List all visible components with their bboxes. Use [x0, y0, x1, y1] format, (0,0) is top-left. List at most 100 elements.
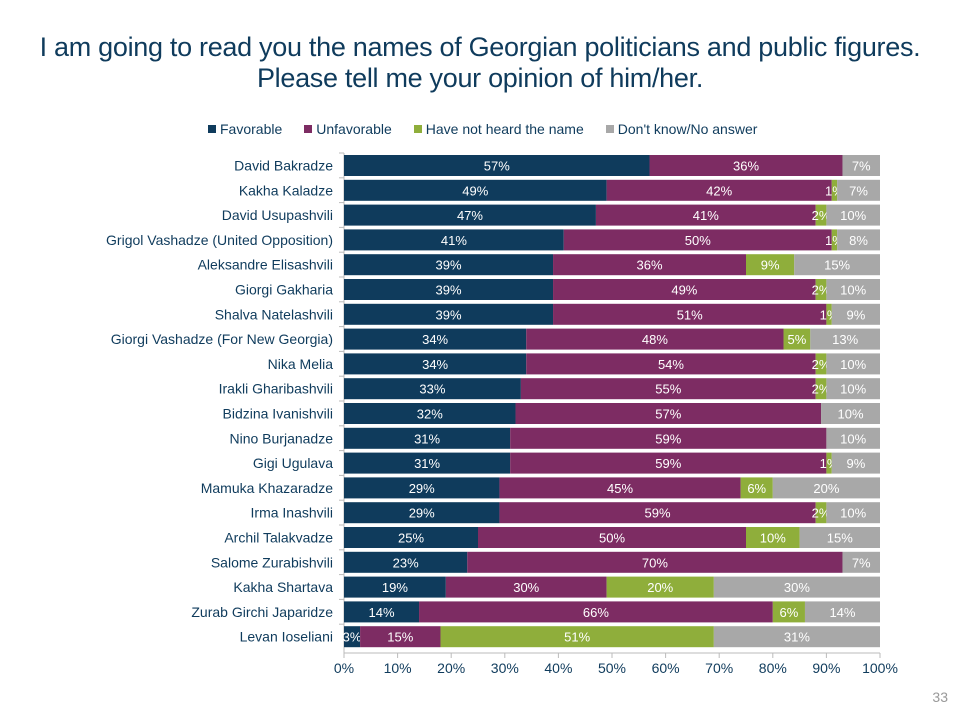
- bar-segment-have-not-heard-the-name: [826, 303, 832, 325]
- legend-label: Favorable: [220, 121, 283, 137]
- legend-label: Unfavorable: [316, 121, 392, 137]
- legend-swatch-unfavorable: [304, 125, 313, 133]
- legend-item-not-heard: Have not heard the name: [413, 121, 584, 137]
- data-label: 39%: [436, 258, 462, 273]
- data-label: 19%: [382, 580, 408, 595]
- bar-segment-favorable: [344, 551, 468, 573]
- bar-segment-have-not-heard-the-name: [826, 452, 832, 474]
- data-label: 15%: [827, 531, 853, 546]
- bar-segment-don-t-know-no-answer: [826, 279, 880, 300]
- bar-segment-favorable: [344, 179, 607, 201]
- bar-segment-don-t-know-no-answer: [772, 477, 880, 499]
- data-label: 9%: [846, 307, 865, 322]
- data-label: 34%: [422, 357, 448, 372]
- data-label: 51%: [564, 630, 590, 645]
- data-label: 31%: [414, 431, 440, 446]
- bar-segment-unfavorable: [553, 279, 816, 300]
- category-label: Zurab Girchi Japaridze: [191, 604, 333, 620]
- bar-segment-favorable: [344, 527, 478, 548]
- chart-title: I am going to read you the names of Geor…: [39, 32, 921, 93]
- data-label: 7%: [852, 555, 871, 570]
- bar-segment-favorable: [344, 477, 500, 499]
- bar-segment-unfavorable: [563, 229, 832, 251]
- bar-segment-unfavorable: [467, 551, 843, 573]
- data-label: 10%: [840, 357, 866, 372]
- bar-segment-have-not-heard-the-name: [815, 378, 827, 400]
- data-label: 54%: [658, 357, 684, 372]
- bar-segment-favorable: [344, 502, 500, 524]
- data-label: 29%: [409, 506, 435, 521]
- legend-item-favorable: Favorable: [208, 121, 282, 137]
- legend-item-dont-know: Don't know/No answer: [605, 121, 758, 137]
- bar-segment-have-not-heard-the-name: [783, 328, 811, 350]
- bar-segment-unfavorable: [515, 403, 822, 424]
- x-tick-label: 20%: [437, 660, 465, 676]
- data-label: 51%: [677, 307, 703, 322]
- category-label: Kakha Shartava: [233, 579, 333, 595]
- bar-segment-have-not-heard-the-name: [831, 229, 838, 251]
- data-label: 49%: [671, 283, 697, 298]
- data-label: 13%: [832, 332, 858, 347]
- data-label: 2%: [812, 357, 831, 372]
- legend-label: Don't know/No answer: [617, 121, 758, 137]
- data-label: 29%: [409, 481, 435, 496]
- data-label: 14%: [829, 605, 855, 620]
- bar-segment-have-not-heard-the-name: [606, 576, 714, 598]
- bar-segment-favorable: [344, 427, 511, 449]
- bar-segment-unfavorable: [520, 378, 816, 400]
- category-label: Aleksandre Elisashvili: [198, 257, 333, 273]
- data-label: 57%: [655, 407, 681, 422]
- data-label: 10%: [838, 407, 864, 422]
- data-label: 45%: [607, 481, 633, 496]
- legend-item-unfavorable: Unfavorable: [304, 121, 392, 137]
- bar-segment-don-t-know-no-answer: [837, 229, 880, 251]
- bar-segment-unfavorable: [499, 502, 816, 524]
- bar-segment-have-not-heard-the-name: [815, 279, 827, 300]
- bar-segment-have-not-heard-the-name: [815, 353, 827, 375]
- data-label: 70%: [642, 555, 668, 570]
- bar-segment-don-t-know-no-answer: [842, 155, 880, 176]
- data-label: 2%: [812, 208, 831, 223]
- bar-segment-don-t-know-no-answer: [804, 601, 880, 623]
- data-label: 10%: [760, 531, 786, 546]
- bar-segment-have-not-heard-the-name: [831, 179, 838, 201]
- data-label: 30%: [513, 580, 539, 595]
- x-tick-label: 90%: [812, 660, 840, 676]
- category-label: Nino Burjanadze: [229, 430, 333, 446]
- data-label: 20%: [813, 481, 839, 496]
- x-tick-label: 10%: [384, 660, 412, 676]
- legend-swatch-favorable: [208, 125, 216, 133]
- data-label: 10%: [840, 506, 866, 521]
- category-label: Irakli Gharibashvili: [219, 381, 333, 397]
- category-label: Salome Zurabishvili: [211, 554, 333, 570]
- data-label: 33%: [419, 382, 445, 397]
- category-label: David Usupashvili: [222, 207, 333, 223]
- bar-segment-unfavorable: [478, 527, 746, 548]
- x-tick-label: 70%: [705, 660, 733, 676]
- bar-segment-unfavorable: [606, 179, 832, 201]
- data-label: 59%: [655, 456, 681, 471]
- data-label: 14%: [369, 605, 395, 620]
- bar-segment-don-t-know-no-answer: [842, 551, 880, 573]
- bar-segment-don-t-know-no-answer: [713, 576, 880, 598]
- bar-segment-don-t-know-no-answer: [826, 502, 880, 524]
- data-label: 5%: [788, 332, 807, 347]
- bar-segment-favorable: [344, 155, 650, 176]
- legend-swatch-not-heard: [413, 125, 422, 133]
- bar-segment-have-not-heard-the-name: [740, 477, 773, 499]
- data-label: 59%: [655, 431, 681, 446]
- data-label: 7%: [849, 183, 868, 198]
- data-label: 15%: [387, 630, 413, 645]
- data-label: 30%: [784, 580, 810, 595]
- data-label: 39%: [436, 283, 462, 298]
- bar-segment-have-not-heard-the-name: [815, 502, 827, 524]
- x-tick-label: 0%: [334, 660, 354, 676]
- bar-segment-favorable: [344, 576, 446, 598]
- data-label: 6%: [779, 605, 798, 620]
- data-label: 10%: [840, 382, 866, 397]
- bar-segment-have-not-heard-the-name: [440, 626, 714, 648]
- data-label: 55%: [655, 382, 681, 397]
- data-label: 31%: [414, 456, 440, 471]
- bar-segment-have-not-heard-the-name: [815, 204, 827, 226]
- bar-segment-unfavorable: [510, 452, 827, 474]
